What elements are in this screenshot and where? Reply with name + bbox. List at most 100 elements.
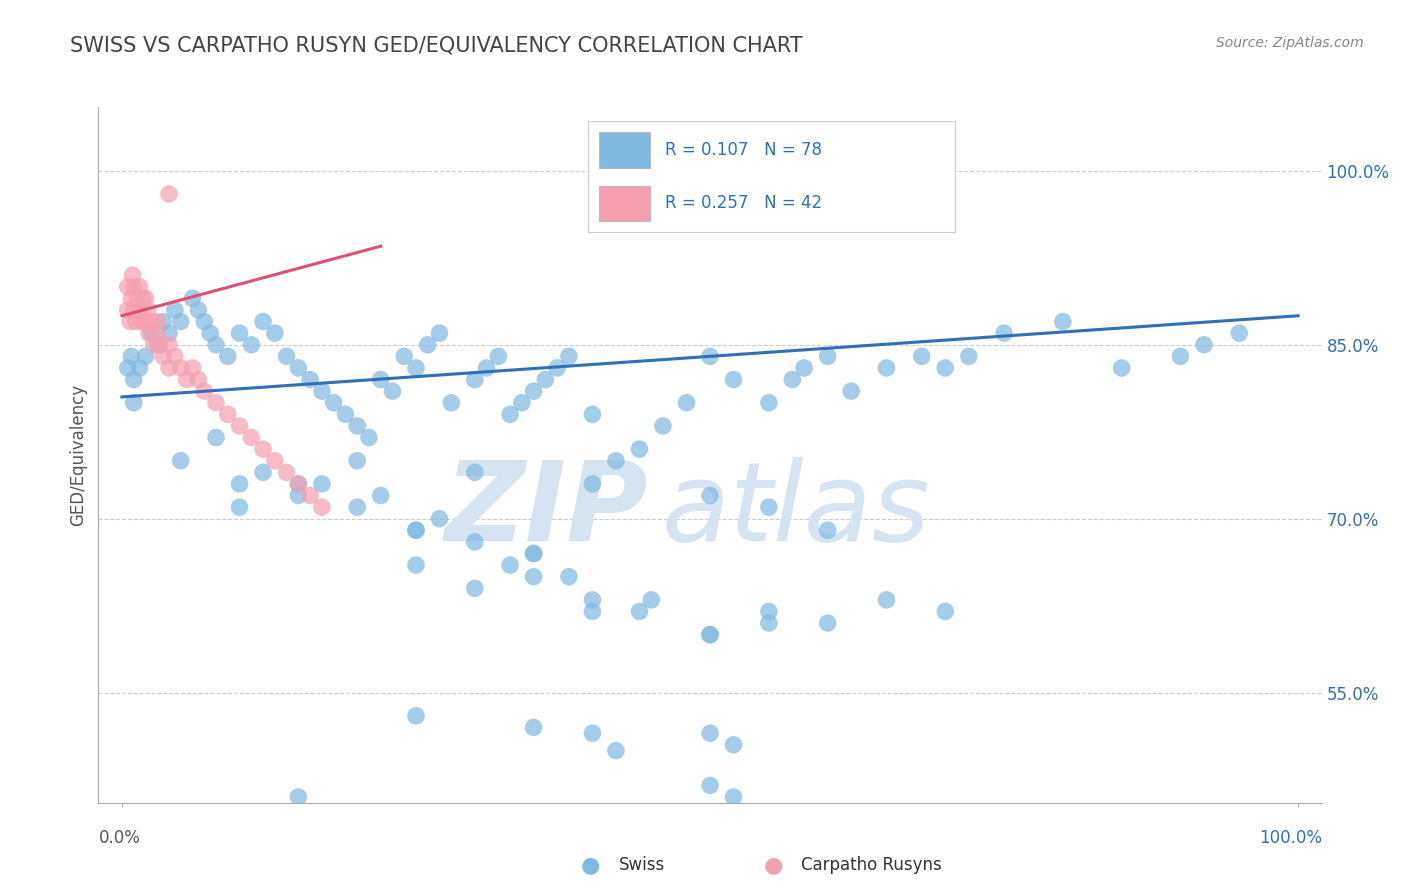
Point: [117, 303, 139, 318]
Point: [152, 315, 174, 329]
Point: [170, 315, 193, 329]
Point: [758, 396, 780, 410]
Point: [122, 303, 145, 318]
Point: [934, 605, 956, 619]
Point: [128, 361, 150, 376]
Point: [486, 350, 509, 364]
Point: [128, 280, 150, 294]
Point: [311, 384, 333, 398]
Point: [157, 187, 180, 202]
Text: 0.0%: 0.0%: [98, 830, 141, 847]
Point: [534, 373, 557, 387]
Point: [510, 396, 533, 410]
Point: [628, 605, 651, 619]
Point: [228, 500, 250, 515]
Point: [675, 396, 697, 410]
Point: [652, 419, 675, 434]
Point: [142, 338, 165, 352]
Point: [581, 407, 603, 422]
Point: [311, 500, 333, 515]
Point: [464, 466, 486, 480]
Point: [934, 361, 956, 376]
Point: [581, 605, 603, 619]
Point: [134, 315, 156, 329]
Point: [640, 593, 662, 607]
Point: [163, 303, 186, 318]
Point: [429, 326, 451, 341]
Point: [311, 477, 333, 491]
Point: [346, 419, 368, 434]
Point: [464, 582, 486, 596]
Point: [416, 338, 439, 352]
Point: [181, 291, 204, 305]
Point: [138, 326, 160, 341]
Point: [125, 315, 148, 329]
Point: [146, 315, 169, 329]
Point: [252, 466, 274, 480]
Point: [758, 616, 780, 631]
Point: [793, 361, 815, 376]
Point: [817, 524, 839, 538]
Point: [252, 315, 274, 329]
Point: [132, 291, 155, 305]
Point: [263, 326, 285, 341]
Point: [875, 593, 897, 607]
Point: [370, 489, 392, 503]
Point: [699, 350, 721, 364]
Point: [523, 721, 546, 735]
Text: ●: ●: [581, 855, 600, 875]
Point: [839, 384, 862, 398]
Point: [699, 726, 721, 740]
Point: [146, 326, 169, 341]
Point: [499, 407, 522, 422]
Point: [134, 291, 156, 305]
Point: [723, 373, 745, 387]
Point: [1227, 326, 1250, 341]
Point: [628, 442, 651, 457]
Point: [957, 350, 980, 364]
Point: [120, 291, 142, 305]
Point: [117, 361, 139, 376]
Point: [475, 361, 498, 376]
Point: [263, 454, 285, 468]
Point: [723, 790, 745, 805]
Point: [1192, 338, 1215, 352]
Point: [163, 350, 186, 364]
Point: [405, 361, 427, 376]
Text: Carpatho Rusyns: Carpatho Rusyns: [801, 856, 942, 874]
Point: [346, 454, 368, 468]
Point: [240, 338, 263, 352]
Point: [287, 477, 309, 491]
Point: [523, 546, 546, 561]
Point: [228, 326, 250, 341]
Point: [440, 396, 463, 410]
Point: [1111, 361, 1133, 376]
Point: [287, 477, 309, 491]
Point: [287, 361, 309, 376]
Point: [193, 315, 215, 329]
Point: [605, 454, 627, 468]
Point: [141, 315, 163, 329]
Point: [176, 373, 198, 387]
Point: [499, 558, 522, 573]
Point: [299, 373, 322, 387]
Point: [546, 361, 568, 376]
Point: [817, 616, 839, 631]
Point: [198, 326, 221, 341]
Point: [187, 373, 209, 387]
Point: [122, 396, 145, 410]
Point: [581, 593, 603, 607]
Point: [193, 384, 215, 398]
Point: [1170, 350, 1192, 364]
Point: [287, 790, 309, 805]
Point: [136, 303, 159, 318]
Point: [523, 384, 546, 398]
Point: [758, 500, 780, 515]
Point: [581, 477, 603, 491]
Point: [122, 280, 145, 294]
Point: [121, 268, 143, 282]
Point: [146, 338, 169, 352]
Point: [699, 628, 721, 642]
Point: [157, 326, 180, 341]
Point: [181, 361, 204, 376]
